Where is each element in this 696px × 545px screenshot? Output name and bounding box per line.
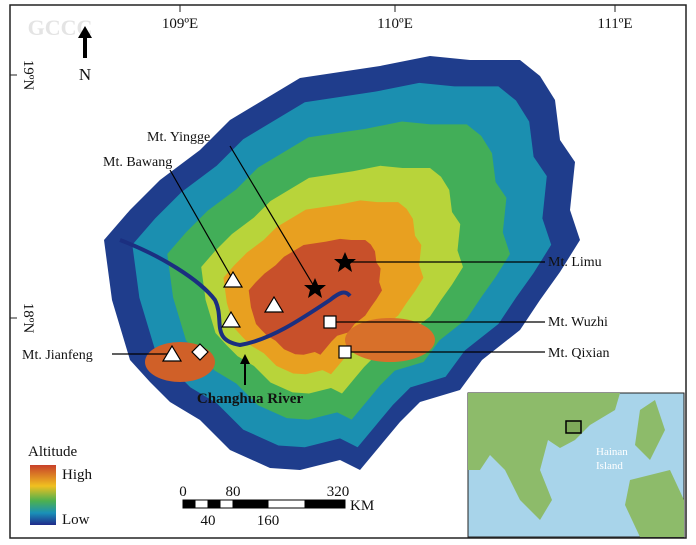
north-arrow [78, 26, 92, 58]
scale-label: 160 [257, 513, 280, 529]
leader-lines [112, 145, 545, 355]
legend-ramp [30, 465, 56, 525]
scale-label: 40 [201, 513, 216, 529]
graticule-ticks [10, 5, 616, 319]
inset-map [467, 392, 685, 538]
north-label: N [79, 65, 91, 84]
peak-markers [161, 270, 352, 362]
longitude-label: 111ºE [597, 16, 632, 32]
legend-low: Low [62, 512, 90, 528]
scale-label: 320 [327, 484, 350, 500]
legend-high: High [62, 467, 93, 483]
peak-label: Mt. Wuzhi [548, 315, 608, 330]
scale-label: 80 [226, 484, 241, 500]
longitude-label: 110ºE [377, 16, 413, 32]
longitude-label: 109ºE [162, 16, 198, 32]
star-markers [304, 252, 356, 298]
inset-label: Island [596, 460, 623, 472]
latitude-label: 19ºN [20, 60, 36, 91]
scale-label: 0 [179, 484, 187, 500]
scale-bar [182, 499, 346, 509]
peak-label: Mt. Jianfeng [22, 348, 93, 363]
peak-label: Mt. Yingge [147, 130, 210, 145]
peak-label: Mt. Qixian [548, 346, 609, 361]
legend-title: Altitude [28, 444, 78, 460]
scale-unit: KM [350, 498, 374, 514]
river-arrow [240, 354, 250, 385]
river-label: Changhua River [197, 391, 304, 407]
latitude-label: 18ºN [20, 303, 36, 334]
peak-label: Mt. Limu [548, 255, 602, 270]
peak-label: Mt. Bawang [103, 155, 172, 170]
river [119, 238, 352, 348]
inset-label: Hainan [596, 446, 628, 458]
